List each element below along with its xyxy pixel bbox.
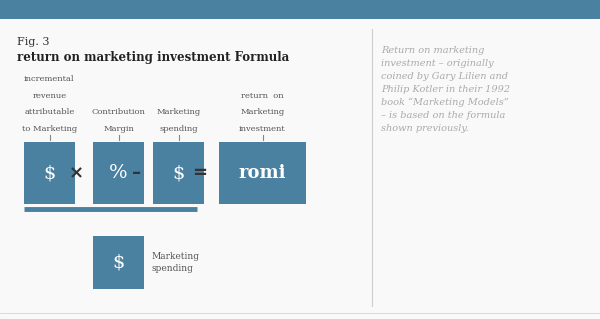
Bar	[93, 236, 144, 289]
Text: attributable: attributable	[25, 108, 74, 116]
Text: $: $	[172, 164, 185, 182]
Text: Fig. 3: Fig. 3	[17, 37, 49, 47]
Bar	[24, 142, 75, 204]
Text: return  on: return on	[241, 92, 284, 100]
Text: Contribution: Contribution	[92, 108, 145, 116]
Text: $: $	[43, 164, 56, 182]
Text: –: –	[132, 164, 142, 182]
Text: $: $	[112, 253, 125, 271]
Text: spending: spending	[159, 125, 198, 133]
Bar	[219, 142, 306, 204]
Text: investment: investment	[239, 125, 286, 133]
Bar	[93, 142, 144, 204]
Text: incremental: incremental	[24, 75, 75, 83]
Text: revenue: revenue	[32, 92, 67, 100]
Text: %: %	[109, 164, 128, 182]
Text: Margin: Margin	[103, 125, 134, 133]
Text: romi: romi	[239, 164, 286, 182]
Text: to Marketing: to Marketing	[22, 125, 77, 133]
Text: Marketing: Marketing	[157, 108, 200, 116]
Bar	[0, 0, 600, 19]
Text: Return on marketing
investment – originally
coined by Gary Lilien and
Philip Kot: Return on marketing investment – origina…	[381, 46, 510, 133]
Bar	[153, 142, 204, 204]
Text: Marketing: Marketing	[241, 108, 284, 116]
Text: =: =	[192, 164, 206, 182]
Text: ×: ×	[69, 164, 85, 182]
Text: return on marketing investment Formula: return on marketing investment Formula	[17, 51, 289, 64]
Text: Marketing
spending: Marketing spending	[151, 252, 199, 273]
